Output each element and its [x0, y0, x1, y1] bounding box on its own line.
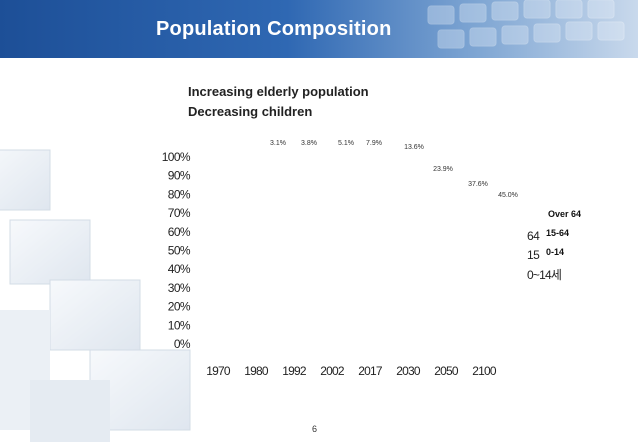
y-tick-label: 90% — [168, 169, 191, 183]
population-chart: 100% 90% 80% 70% 60% 50% 40% 30% 20% 10% 0% 1970 198… — [162, 140, 581, 378]
x-tick-label: 1980 — [244, 364, 269, 378]
legend-label: Over 64 — [548, 209, 581, 219]
x-tick-label: 2050 — [434, 364, 459, 378]
data-label: 5.1% — [338, 140, 354, 147]
data-label: 3.8% — [301, 140, 317, 147]
y-tick-label: 0% — [174, 337, 191, 351]
subtitle-children: Decreasing children — [188, 104, 313, 119]
slide-title: Population Composition — [156, 18, 392, 40]
keyboard-image — [427, 0, 625, 49]
x-tick-label: 2002 — [320, 364, 345, 378]
x-tick-label: 2017 — [358, 364, 383, 378]
x-tick-label: 1992 — [282, 364, 307, 378]
data-label: 13.6% — [404, 144, 424, 151]
data-label: 3.1% — [270, 140, 286, 147]
title-bar: Population Composition — [0, 0, 638, 58]
data-label: 45.0% — [498, 192, 518, 199]
y-tick-label: 70% — [168, 206, 191, 220]
subtitle-elderly: Increasing elderly population — [188, 84, 369, 99]
data-label: 23.9% — [433, 166, 453, 173]
y-tick-label: 30% — [168, 281, 191, 295]
legend-text: 64 — [527, 229, 540, 243]
legend-label: 15-64 — [546, 228, 569, 238]
x-tick-label: 1970 — [206, 364, 231, 378]
y-tick-label: 100% — [162, 150, 191, 164]
y-tick-label: 40% — [168, 262, 191, 276]
x-tick-label: 2030 — [396, 364, 421, 378]
y-tick-label: 80% — [168, 187, 191, 201]
y-tick-label: 20% — [168, 300, 191, 314]
y-tick-label: 50% — [168, 244, 191, 258]
legend-label: 0-14 — [546, 247, 564, 257]
computer-lab-image — [0, 149, 191, 442]
y-tick-label: 10% — [168, 318, 191, 332]
x-tick-label: 2100 — [472, 364, 497, 378]
data-label: 7.9% — [366, 140, 382, 147]
data-label: 37.6% — [468, 181, 488, 188]
legend-text: 15 — [527, 248, 540, 262]
page-number: 6 — [312, 424, 318, 434]
legend-text: 0~14세 — [527, 268, 561, 282]
y-tick-label: 60% — [168, 225, 191, 239]
